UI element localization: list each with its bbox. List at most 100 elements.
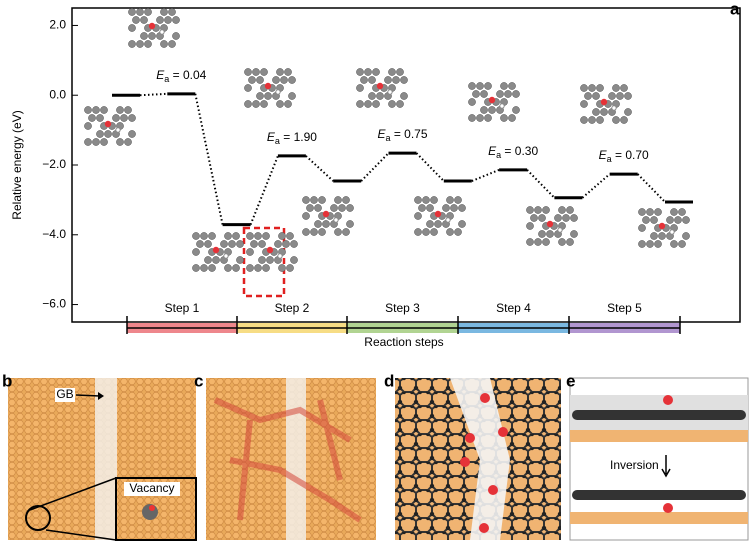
atom — [286, 232, 294, 240]
barrier-label: Ea = 0.30 — [488, 144, 538, 160]
atom — [264, 92, 272, 100]
atom — [554, 214, 562, 222]
atom — [100, 106, 108, 114]
atom — [288, 76, 296, 84]
atom — [450, 204, 458, 212]
atom — [192, 248, 200, 256]
atom — [538, 230, 546, 238]
atom — [290, 240, 298, 248]
atom — [274, 240, 282, 248]
x-axis-title: Reaction steps — [364, 335, 443, 349]
atom — [140, 32, 148, 40]
hydrogen — [277, 253, 283, 259]
inversion-arrow — [661, 455, 671, 478]
value-text: = 1.90 — [280, 130, 317, 144]
atom — [650, 232, 658, 240]
atom — [120, 114, 128, 122]
atom — [584, 92, 592, 100]
hydrogen — [499, 103, 505, 109]
atom — [418, 204, 426, 212]
atom — [542, 206, 550, 214]
atom — [254, 232, 262, 240]
barrier-label: Ea = 1.90 — [267, 130, 317, 146]
hydrogen — [445, 217, 451, 223]
value-text: = 0.04 — [169, 68, 206, 82]
oxygen — [434, 210, 442, 218]
oxygen — [149, 505, 155, 511]
atom — [426, 220, 434, 228]
atom — [538, 214, 546, 222]
atom — [364, 100, 372, 108]
atom — [500, 82, 508, 90]
atom — [260, 100, 268, 108]
panel-label: d — [384, 371, 394, 390]
oxygen — [600, 98, 608, 106]
atom — [356, 68, 364, 76]
atom — [266, 256, 274, 264]
oxygen — [488, 96, 496, 104]
atom — [276, 100, 284, 108]
diffusion-paths — [213, 397, 362, 523]
hydrogen — [611, 105, 617, 111]
panel-label: a — [730, 0, 740, 18]
atom — [458, 220, 466, 228]
symbol: E — [156, 68, 165, 82]
atom — [670, 208, 678, 216]
atom — [172, 32, 180, 40]
atom — [364, 68, 372, 76]
atom — [338, 204, 346, 212]
atom — [372, 100, 380, 108]
atom — [236, 256, 244, 264]
atom — [256, 76, 264, 84]
atom — [124, 106, 132, 114]
atom — [682, 216, 690, 224]
atom — [168, 8, 176, 16]
atom — [674, 216, 682, 224]
atom — [92, 138, 100, 146]
atom — [392, 76, 400, 84]
subscript: a — [496, 150, 501, 160]
atom — [84, 106, 92, 114]
step-label: Step 3 — [385, 301, 420, 315]
atom — [278, 232, 286, 240]
atom — [566, 238, 574, 246]
atom — [128, 114, 136, 122]
atom — [254, 264, 262, 272]
y-tick-label: −4.0 — [42, 227, 66, 241]
grain-boundary — [286, 378, 306, 540]
atom — [588, 116, 596, 124]
molecule — [468, 82, 520, 122]
subscript: a — [164, 74, 169, 84]
atom — [372, 68, 380, 76]
atom — [504, 90, 512, 98]
atom — [580, 116, 588, 124]
atom — [570, 230, 578, 238]
atom — [96, 130, 104, 138]
atom — [530, 214, 538, 222]
step-label: Step 5 — [607, 301, 642, 315]
atom — [396, 68, 404, 76]
carbon-row — [572, 410, 746, 500]
atom — [212, 256, 220, 264]
atom — [678, 240, 686, 248]
atom — [512, 90, 520, 98]
y-tick-label: 2.0 — [49, 18, 66, 32]
atom — [168, 40, 176, 48]
atom — [484, 82, 492, 90]
vacancy-label: Vacancy — [129, 481, 174, 495]
atom — [250, 240, 258, 248]
highlight-box — [242, 226, 286, 298]
symbol: E — [599, 148, 608, 162]
atom — [414, 212, 422, 220]
atom — [580, 100, 588, 108]
atom — [526, 206, 534, 214]
atom — [654, 240, 662, 248]
atom — [244, 84, 252, 92]
atom — [388, 100, 396, 108]
atom — [580, 84, 588, 92]
molecule — [638, 208, 690, 248]
atom — [334, 196, 342, 204]
oxygen — [322, 210, 330, 218]
atom — [620, 116, 628, 124]
atom — [658, 232, 666, 240]
